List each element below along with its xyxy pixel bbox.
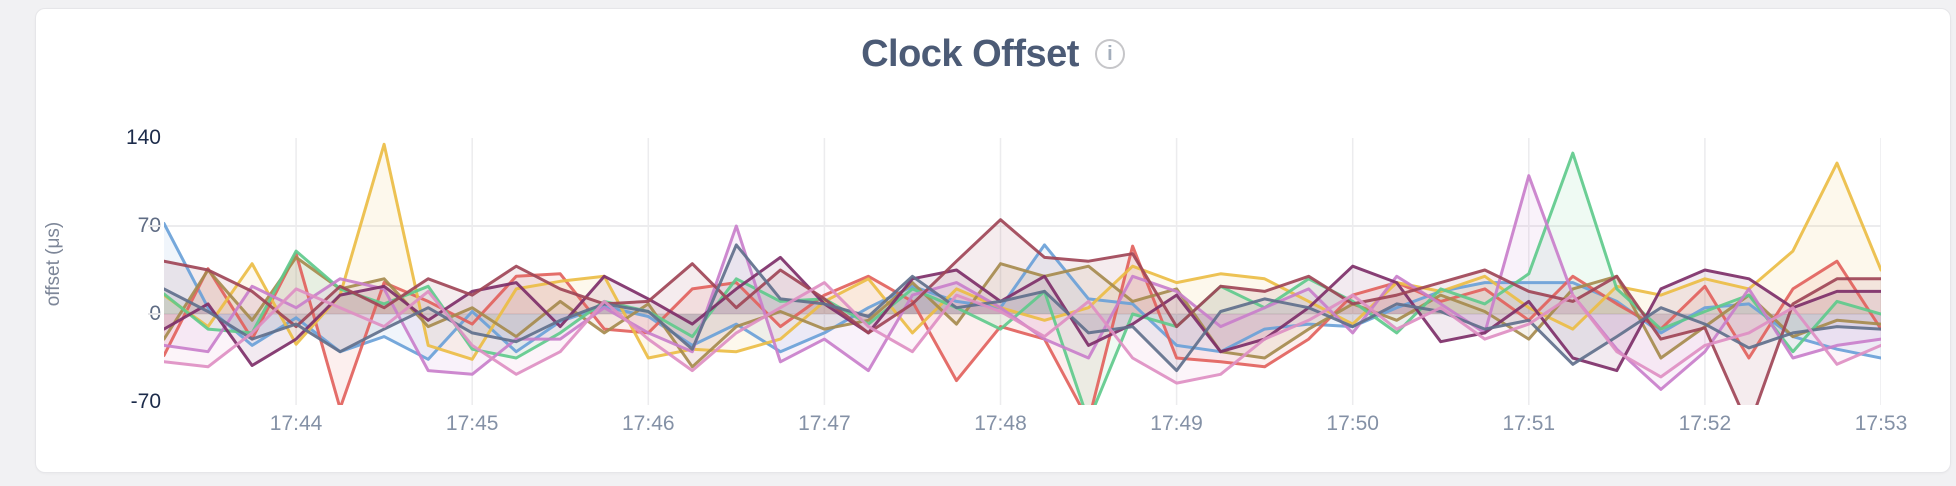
clock-offset-card: Clock Offset i offset (μs) 140 70 0 -70 17:4… [35,8,1951,473]
y-tick-label: -70 [130,390,161,413]
series-fill [164,144,1881,360]
x-tick-label: 17:49 [1150,412,1203,435]
series-line [164,222,1881,361]
x-tick-label: 17:47 [798,412,851,435]
chart-area: offset (μs) 140 70 0 -70 17:44 17:45 17:46 17:4… [36,9,1952,474]
x-tick-label: 17:46 [622,412,675,435]
x-tick-label: 17:50 [1326,412,1379,435]
y-axis-title: offset (μs) [43,221,64,307]
series-line [164,218,1881,405]
chart-plot[interactable] [164,101,1881,405]
x-tick-label: 17:44 [269,412,323,435]
series-line [164,281,1881,385]
y-tick-dash [148,313,161,315]
series-fill [164,223,1881,360]
series-fill [164,244,1881,371]
x-tick-label: 17:52 [1678,412,1732,435]
info-icon[interactable]: i [1094,39,1125,69]
series-fill [164,282,1881,384]
card-header: Clock Offset i [36,31,1950,77]
page-title: Clock Offset [861,32,1079,75]
y-tick-label: 70 [137,214,161,237]
x-tick-label: 17:45 [445,412,499,435]
series-fill [164,153,1881,405]
x-tick-label: 17:51 [1502,412,1556,435]
series-line [164,142,1881,361]
y-tick-label: 140 [125,126,161,149]
y-tick-label: 0 [66,301,161,327]
series-fill [164,219,1881,405]
y-tick-dash [148,225,161,227]
x-tick-label: 17:48 [974,412,1027,435]
x-tick-label: 17:53 [1854,412,1908,435]
series-line [164,255,1881,373]
